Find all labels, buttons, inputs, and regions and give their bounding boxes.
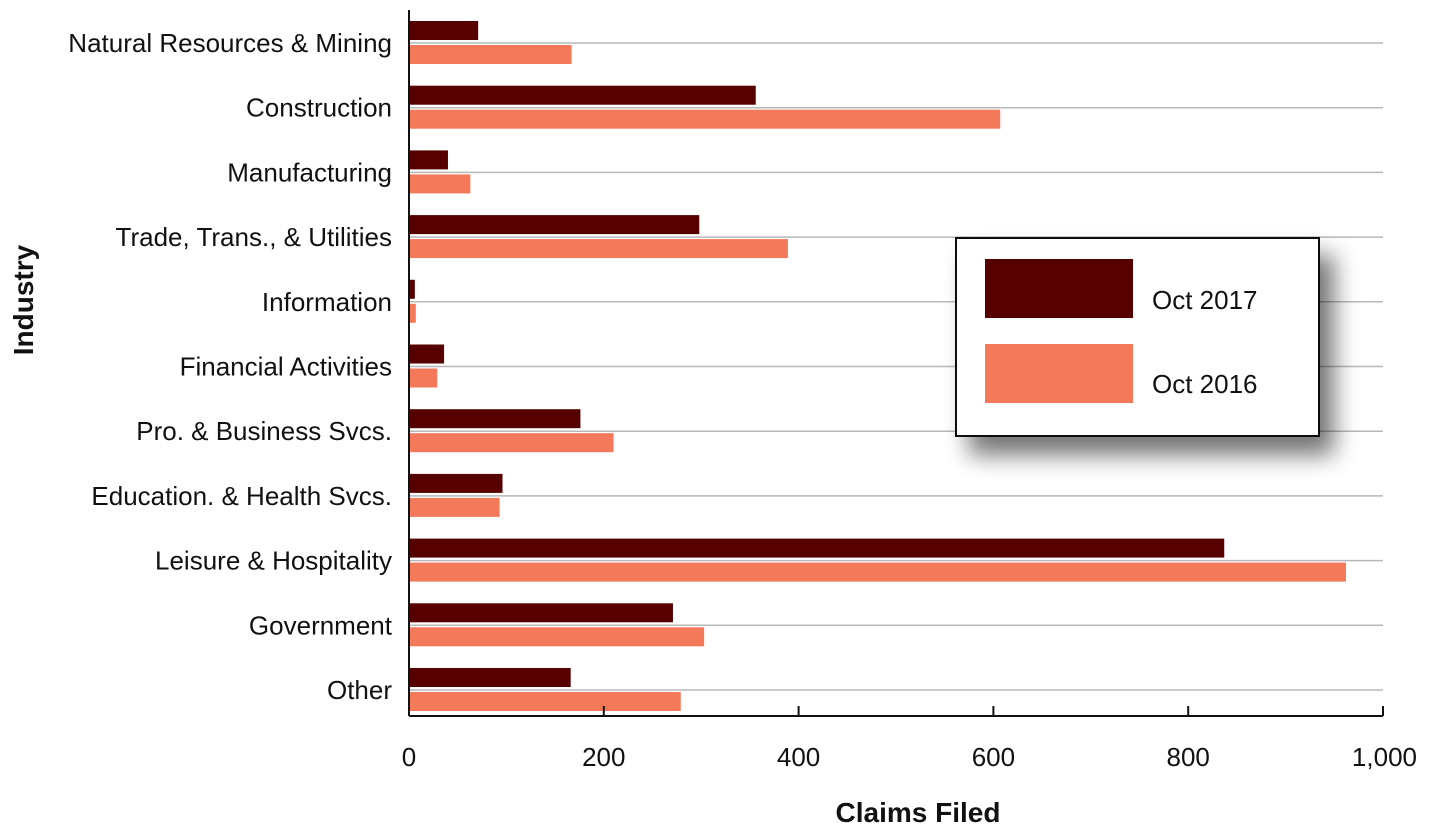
legend-swatch-oct-2017 — [985, 259, 1133, 318]
bar-oct-2016-manufacturing — [409, 174, 471, 194]
bar-oct-2017-trade-trans-utilities — [409, 215, 700, 235]
legend-swatch-oct-2016 — [985, 344, 1133, 403]
bar-oct-2016-leisure-hospitality — [409, 562, 1346, 582]
x-axis-title: Claims Filed — [836, 797, 1001, 828]
bar-oct-2017-information — [409, 279, 415, 299]
bar-oct-2016-other — [409, 692, 681, 711]
category-labels: Natural Resources & Mining Construction Ma… — [68, 28, 392, 705]
category-label: Financial Activities — [180, 352, 392, 382]
x-tick-label: 600 — [972, 742, 1015, 772]
category-label: Trade, Trans., & Utilities — [116, 222, 392, 252]
category-label: Manufacturing — [227, 157, 392, 187]
bar-oct-2016-information — [409, 303, 416, 323]
category-label: Other — [327, 675, 392, 705]
bars — [409, 21, 1346, 711]
bar-oct-2017-manufacturing — [409, 150, 448, 170]
legend: Oct 2017 Oct 2016 — [955, 237, 1320, 437]
category-label: Pro. & Business Svcs. — [136, 416, 392, 446]
bar-oct-2017-government — [409, 603, 673, 623]
x-tick-label: 400 — [777, 742, 820, 772]
category-label: Education. & Health Svcs. — [91, 481, 392, 511]
y-axis-title: Industry — [8, 244, 39, 355]
bar-oct-2016-financial-activities — [409, 368, 438, 388]
axes — [408, 10, 1384, 717]
bar-oct-2016-pro-business-svcs — [409, 433, 614, 453]
x-tick-labels: 0 200 400 600 800 1,000 — [402, 742, 1417, 772]
bar-oct-2017-leisure-hospitality — [409, 538, 1225, 558]
bar-oct-2017-other — [409, 668, 571, 687]
bar-oct-2016-trade-trans-utilities — [409, 239, 788, 259]
category-label: Natural Resources & Mining — [68, 28, 392, 58]
legend-label-oct-2017: Oct 2017 — [1152, 285, 1258, 315]
bar-oct-2017-construction — [409, 85, 756, 105]
gridlines — [409, 42, 1383, 691]
category-label: Construction — [246, 93, 392, 123]
bar-oct-2017-education-health-svcs — [409, 473, 503, 493]
bar-oct-2016-natural-resources-mining — [409, 45, 572, 64]
bar-oct-2017-pro-business-svcs — [409, 409, 581, 429]
legend-label-oct-2016: Oct 2016 — [1152, 369, 1258, 399]
category-label: Information — [262, 287, 392, 317]
bar-oct-2016-construction — [409, 109, 1001, 129]
x-tick-label: 200 — [582, 742, 625, 772]
category-label: Government — [249, 610, 393, 640]
x-tick-label: 800 — [1167, 742, 1210, 772]
x-tick-label: 0 — [402, 742, 416, 772]
bar-oct-2016-government — [409, 627, 705, 647]
bar-oct-2016-education-health-svcs — [409, 497, 500, 517]
category-label: Leisure & Hospitality — [155, 546, 392, 576]
bar-oct-2017-financial-activities — [409, 344, 445, 364]
bar-oct-2017-natural-resources-mining — [409, 21, 479, 40]
x-tick-label: 1,000 — [1352, 742, 1417, 772]
